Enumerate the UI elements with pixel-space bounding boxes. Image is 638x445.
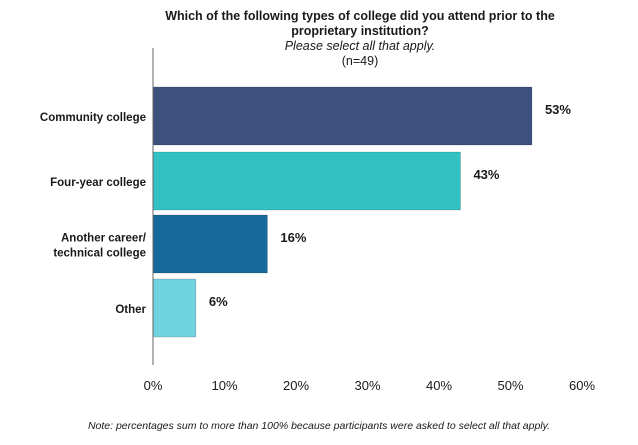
x-tick-label: 10% xyxy=(211,378,237,393)
category-label: Another career/ xyxy=(61,233,147,245)
chart-title: Which of the following types of college … xyxy=(165,9,555,38)
category-label: Four-year college xyxy=(50,177,146,189)
bar xyxy=(152,214,268,274)
chart-note: Note: percentages sum to more than 100% … xyxy=(87,420,551,432)
category-label: Community college xyxy=(40,112,146,124)
x-tick-label: 50% xyxy=(497,378,523,393)
bar-value-label: 53% xyxy=(545,102,571,117)
x-tick-label: 30% xyxy=(354,378,380,393)
chart-title-block: Which of the following types of college … xyxy=(150,9,570,69)
x-tick-label: 40% xyxy=(426,378,452,393)
bar-value-label: 16% xyxy=(280,230,306,245)
category-label: technical college xyxy=(53,248,146,260)
category-label: Other xyxy=(115,304,146,316)
bar xyxy=(152,86,533,146)
x-tick-label: 20% xyxy=(283,378,309,393)
sample-size-label: (n=49) xyxy=(341,54,379,68)
chart-subtitle: Please select all that apply. xyxy=(284,39,436,53)
x-tick-label: 60% xyxy=(569,378,595,393)
bar xyxy=(152,278,197,338)
x-tick-label: 0% xyxy=(144,378,163,393)
bar xyxy=(152,151,461,211)
bar-value-label: 43% xyxy=(473,167,499,182)
bar-value-label: 6% xyxy=(209,294,228,309)
